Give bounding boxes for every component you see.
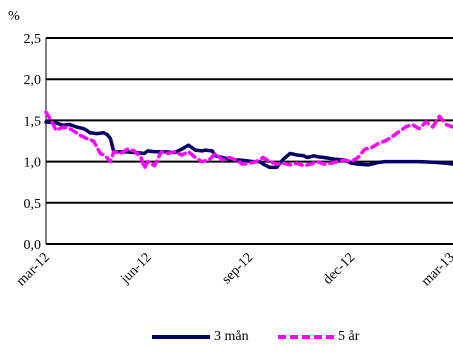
legend-swatch-series-1 (152, 335, 210, 339)
chart-legend: 3 mån 5 år (0, 326, 453, 350)
series-line-2 (44, 110, 453, 170)
x-tick-label: sep-12 (219, 250, 256, 287)
y-tick-label: 0,5 (24, 197, 42, 212)
y-tick-label: 0,0 (24, 238, 42, 253)
x-tick-label: jun-12 (117, 250, 154, 287)
gridlines (45, 37, 453, 245)
y-tick-label: 2,5 (24, 32, 42, 47)
y-axis-unit-label: % (8, 9, 20, 24)
x-tick-label: mar-12 (14, 250, 53, 289)
series-line-1 (44, 120, 453, 170)
x-tick-label: mar-13 (419, 250, 453, 289)
legend-label-series-2: 5 år (338, 329, 360, 344)
data-series (44, 110, 453, 170)
x-axis-tick-labels: mar-12 jun-12 sep-12 dec-12 mar-13 (14, 250, 453, 289)
x-tick-label: dec-12 (321, 250, 359, 288)
y-axis-tick-labels: 0,0 0,5 1,0 1,5 2,0 2,5 (24, 32, 42, 253)
legend-swatch-series-2 (278, 335, 334, 339)
y-tick-label: 1,5 (24, 114, 42, 129)
legend-label-series-1: 3 mån (214, 329, 249, 344)
y-tick-label: 1,0 (24, 156, 42, 171)
y-tick-label: 2,0 (24, 73, 42, 88)
